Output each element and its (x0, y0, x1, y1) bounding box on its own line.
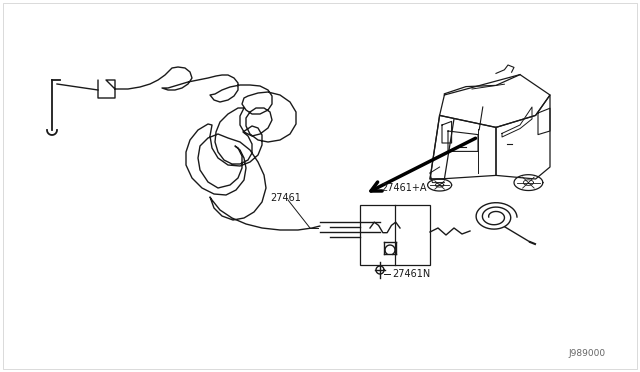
Polygon shape (430, 115, 454, 179)
Text: J989000: J989000 (568, 350, 605, 359)
Text: 27461: 27461 (270, 193, 301, 203)
Bar (360, 205, 430, 265)
Text: 27461N: 27461N (392, 269, 430, 279)
Text: 27461+A: 27461+A (381, 183, 426, 193)
